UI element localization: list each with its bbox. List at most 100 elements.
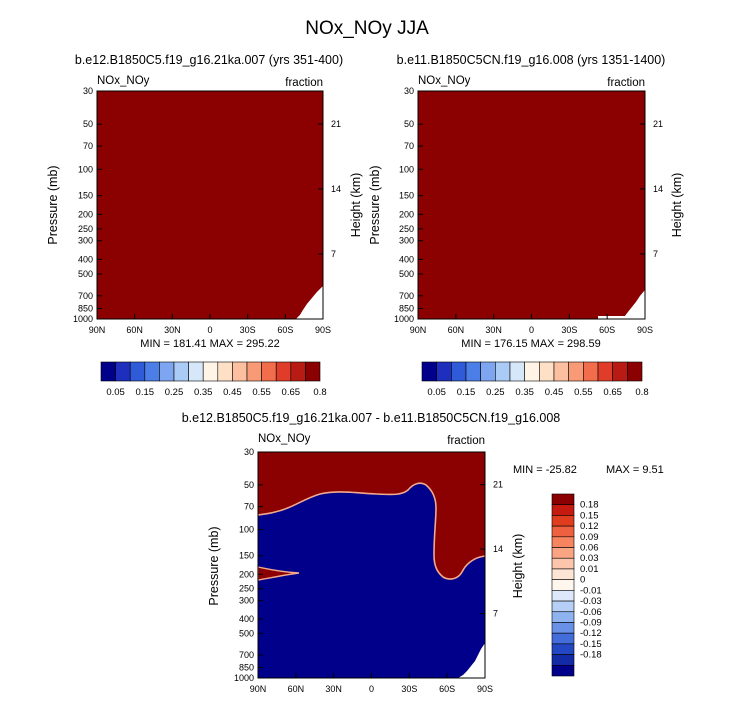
- data-field-high: [418, 91, 645, 319]
- y-tick-label: 50: [404, 119, 414, 129]
- y-tick-label: 30: [244, 447, 254, 457]
- y-tick-label: 700: [78, 291, 93, 301]
- colorbar-swatch: [568, 361, 584, 382]
- colorbar-swatch: [551, 547, 575, 559]
- y-tick-label: 250: [399, 224, 414, 234]
- colorbar-label: -0.18: [580, 650, 602, 661]
- x-tick-label: 90N: [250, 684, 267, 694]
- y-tick-label: 1000: [234, 673, 254, 683]
- colorbar-swatch: [551, 654, 575, 666]
- boundary-contour: [257, 482, 486, 580]
- colorbar-swatch: [100, 361, 116, 382]
- colorbar-label: 0.03: [580, 553, 599, 564]
- colorbar-swatch: [551, 579, 575, 591]
- x-tick-label: 60N: [126, 325, 143, 335]
- y-tick-label: 400: [239, 614, 254, 624]
- x-tick-label: 30N: [325, 684, 342, 694]
- colorbar-swatch: [115, 361, 131, 382]
- colorbar-label: 0.25: [165, 387, 184, 398]
- colorbar-swatch: [551, 600, 575, 613]
- x-tick-label: 30S: [240, 325, 256, 335]
- colorbar-swatch: [173, 361, 189, 382]
- colorbar-label: 0.01: [580, 564, 599, 575]
- y-right-tick-label: 14: [331, 184, 341, 194]
- y-tick-label: 70: [404, 141, 414, 151]
- colorbar-swatch: [275, 361, 292, 382]
- corner-right-label: fraction: [607, 77, 645, 89]
- panel-top-right: b.e11.B1850C5CN.f19_g16.008 (yrs 1351-14…: [368, 53, 684, 350]
- panel-top-left: b.e12.B1850C5.f19_g16.21ka.007 (yrs 351-…: [46, 53, 363, 350]
- colorbar-swatch: [612, 361, 628, 382]
- colorbar-label: 0.8: [635, 387, 648, 398]
- panel-title: b.e12.B1850C5.f19_g16.21ka.007 - b.e11.B…: [182, 411, 561, 425]
- y-tick-label: 500: [78, 269, 93, 279]
- y-tick-label: 400: [399, 254, 414, 264]
- x-tick-label: 60N: [288, 684, 305, 694]
- y-right-tick-label: 7: [653, 249, 658, 259]
- figure-title: NOx_NOy JJA: [305, 18, 429, 39]
- colorbar-label: 0.15: [457, 387, 476, 398]
- colorbar-swatch: [551, 493, 575, 506]
- stats-min-label: MIN = -25.82: [513, 464, 577, 476]
- colorbar-label: 0.05: [427, 387, 446, 398]
- x-tick-label: 60N: [448, 325, 465, 335]
- colorbar-swatch: [539, 361, 555, 382]
- colorbar-swatch: [597, 361, 613, 382]
- colorbar-swatch: [551, 632, 575, 645]
- colorbar-swatch: [551, 557, 575, 570]
- colorbar-label: -0.06: [580, 607, 602, 618]
- colorbar-label: 0.55: [252, 387, 271, 398]
- y-right-tick-group: 21 14 7: [640, 119, 663, 259]
- x-tick-group: 90N 60N 30N 0 30S 60S 90S: [410, 314, 653, 335]
- colorbar-label: 0.15: [580, 510, 599, 521]
- colorbar-swatch: [627, 361, 643, 382]
- y-right-axis-label: Height (km): [511, 534, 525, 599]
- colorbar-label: -0.03: [580, 596, 602, 607]
- colorbar-label: 0.15: [136, 387, 155, 398]
- y-right-tick-label: 14: [493, 544, 503, 554]
- colorbar-label: 0.45: [545, 387, 564, 398]
- corner-left-label: NOx_NOy: [418, 75, 471, 87]
- y-right-axis-label: Height (km): [349, 173, 363, 238]
- y-tick-label: 300: [399, 236, 414, 246]
- corner-right-label: fraction: [447, 435, 485, 447]
- y-tick-label: 850: [78, 303, 93, 313]
- y-tick-label: 250: [78, 224, 93, 234]
- colorbar-swatch: [436, 361, 452, 382]
- y-tick-label: 150: [399, 191, 414, 201]
- x-tick-label: 60S: [277, 325, 293, 335]
- x-tick-label: 30N: [485, 325, 502, 335]
- y-tick-label: 200: [239, 569, 254, 579]
- colorbar-swatch: [188, 361, 204, 382]
- colorbar-label: 0.05: [106, 387, 125, 398]
- colorbar-swatch: [232, 361, 248, 382]
- stats-label: MIN = 181.41 MAX = 295.22: [140, 338, 279, 350]
- colorbar-label: 0.06: [580, 543, 599, 554]
- colorbar-swatch: [551, 622, 575, 634]
- colorbar-swatch: [551, 611, 575, 623]
- colorbar-swatch: [129, 361, 146, 382]
- colorbar-swatch: [551, 536, 575, 548]
- corner-left-label: NOx_NOy: [258, 433, 311, 445]
- y-tick-label: 500: [399, 269, 414, 279]
- y-tick-label: 1000: [394, 314, 414, 324]
- y-tick-label: 100: [239, 525, 254, 535]
- colorbar-swatch: [451, 361, 467, 382]
- colorbar-swatch: [217, 361, 233, 382]
- bottom-row-high: [418, 316, 598, 319]
- colorbar-label: 0.55: [574, 387, 593, 398]
- x-tick-label: 90N: [89, 325, 106, 335]
- colorbar-swatch: [551, 643, 575, 655]
- colorbar-swatch: [524, 361, 540, 382]
- x-tick-label: 60S: [599, 325, 615, 335]
- x-tick-label: 90S: [477, 684, 493, 694]
- colorbar-label: 0: [580, 575, 585, 586]
- stats-max-label: MAX = 9.51: [606, 464, 664, 476]
- y-right-tick-label: 14: [653, 184, 663, 194]
- panel-title: b.e11.B1850C5CN.f19_g16.008 (yrs 1351-14…: [397, 53, 666, 67]
- colorbar-swatch: [551, 590, 575, 602]
- y-tick-label: 300: [78, 236, 93, 246]
